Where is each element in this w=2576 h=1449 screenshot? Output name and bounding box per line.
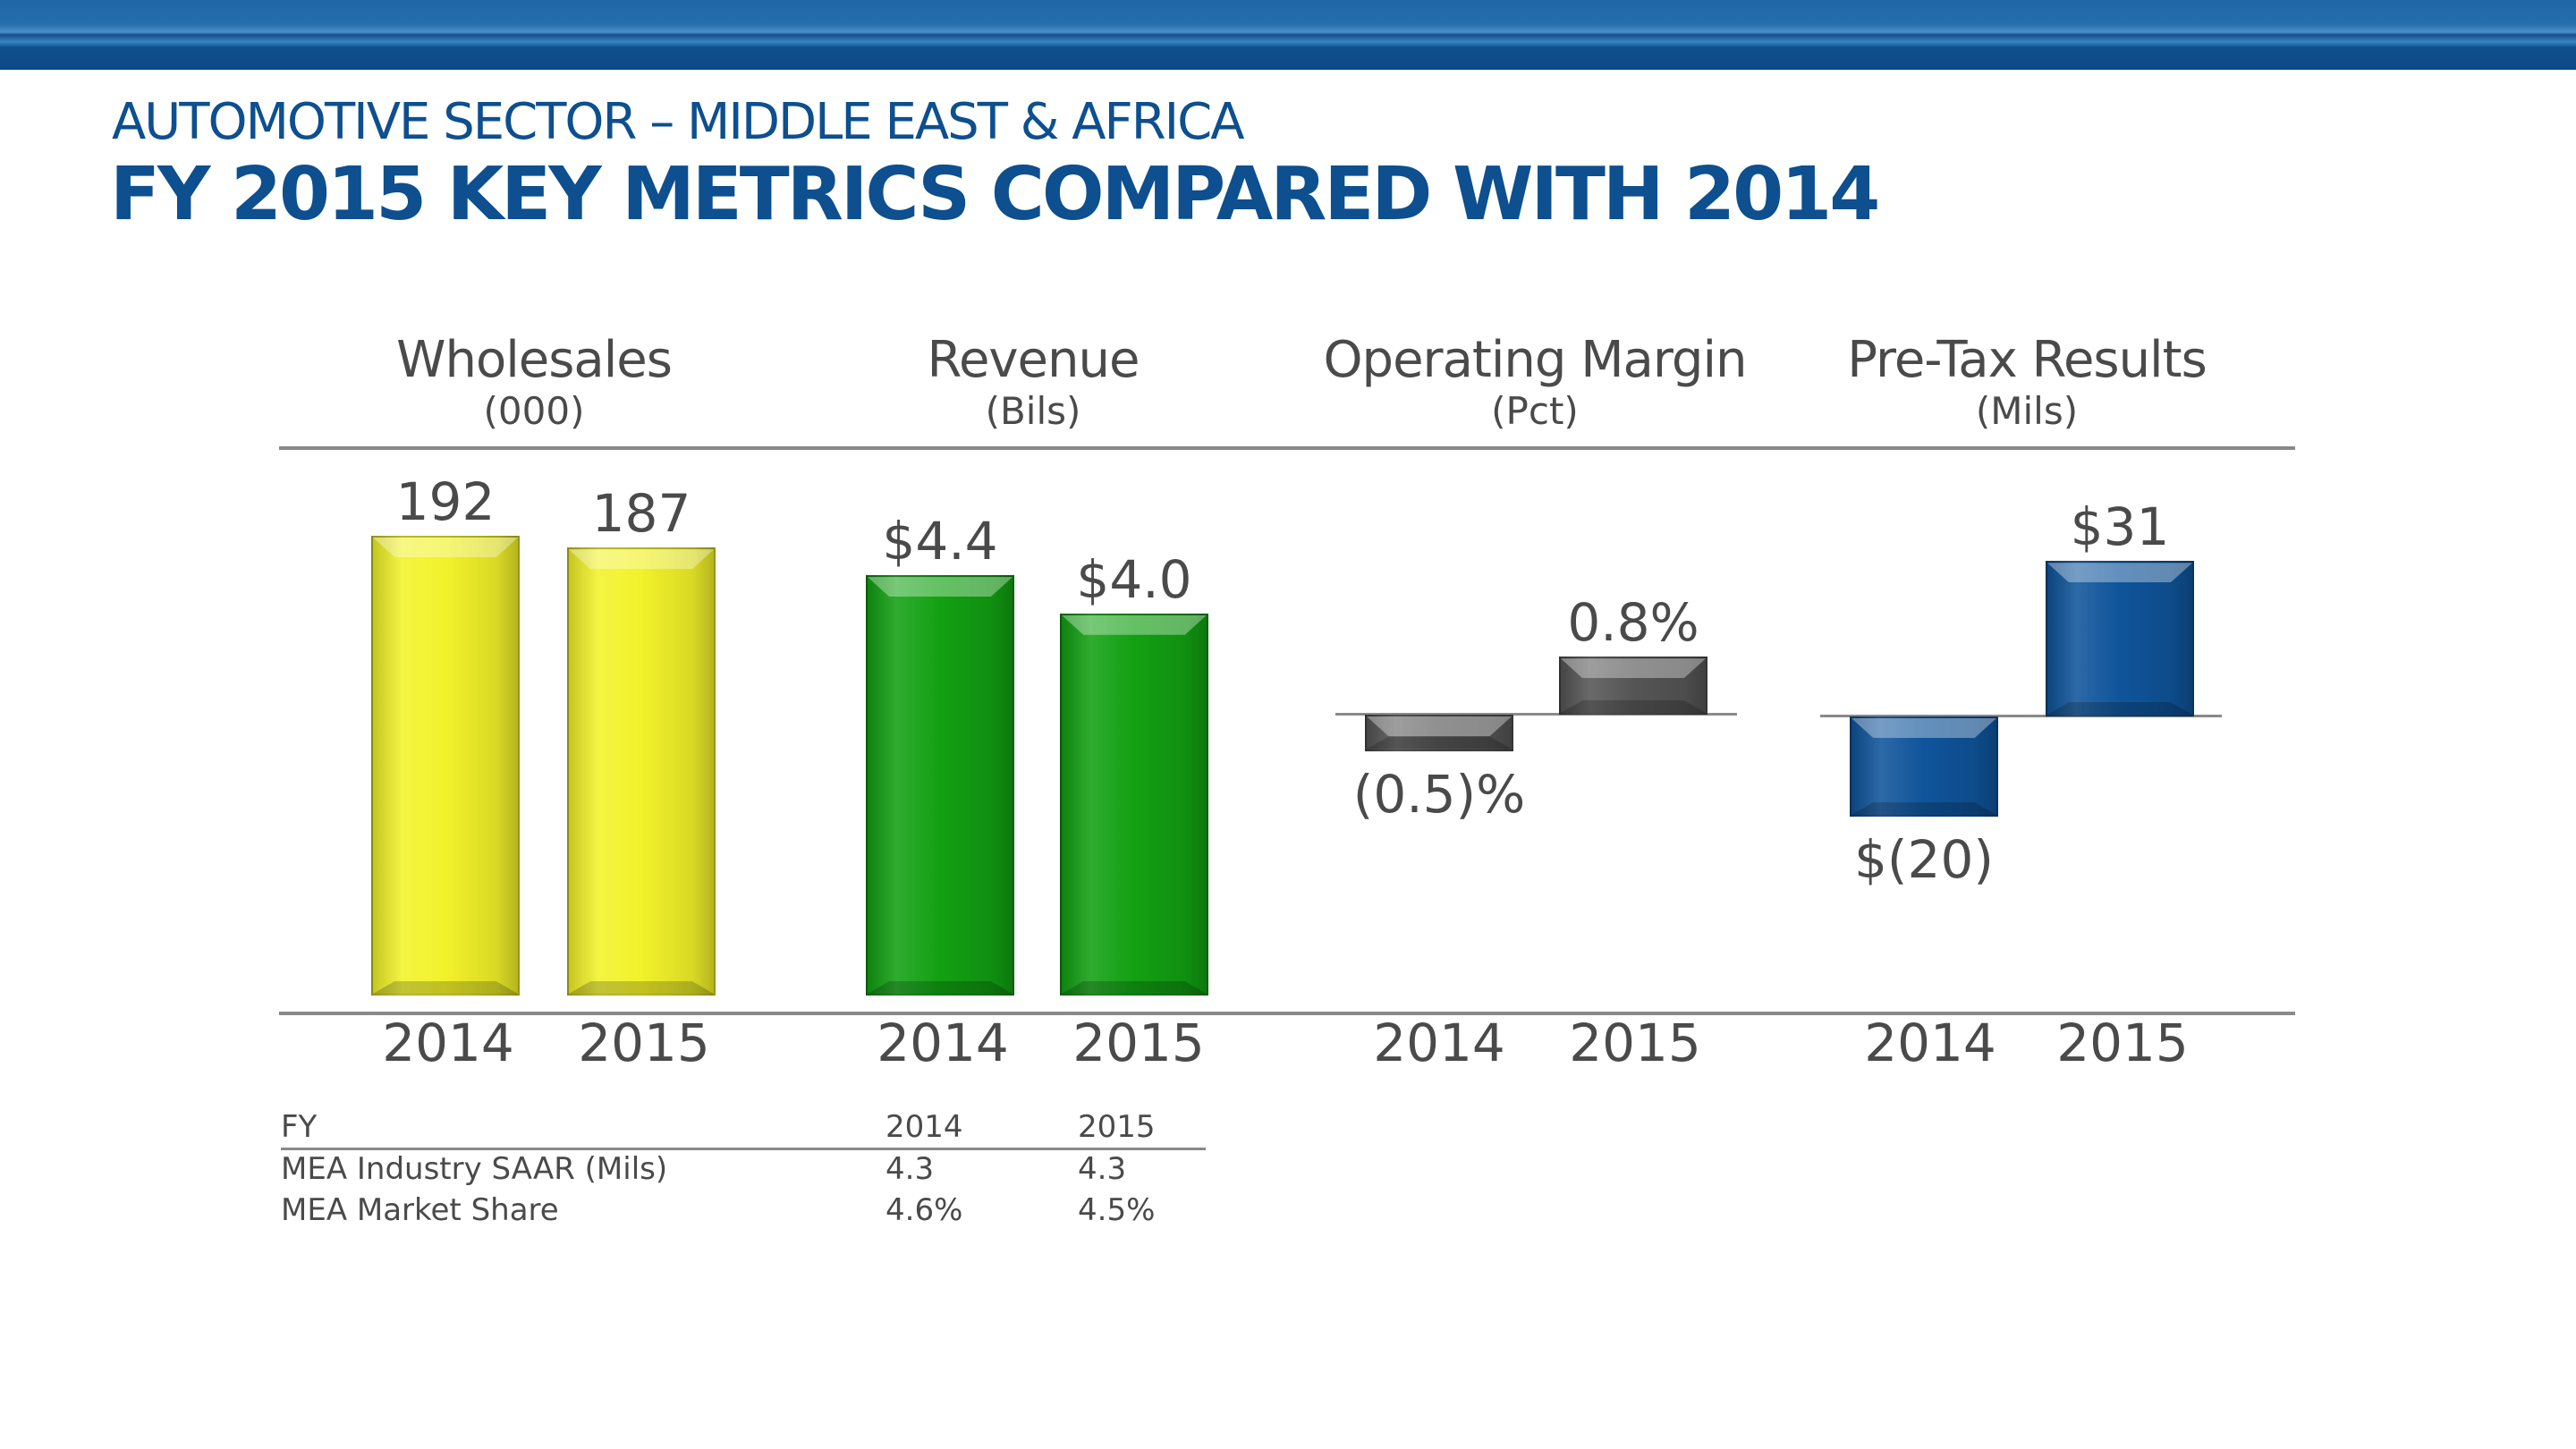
year-label: 2015 bbox=[1072, 1013, 1205, 1073]
header-banner bbox=[0, 0, 2576, 70]
panel-unit: (000) bbox=[483, 389, 585, 433]
data-label: (0.5)% bbox=[1352, 763, 1526, 825]
data-label: $4.0 bbox=[1076, 548, 1192, 610]
data-label: $31 bbox=[2070, 496, 2170, 558]
slide-title: FY 2015 KEY METRICS COMPARED WITH 2014 bbox=[110, 152, 1880, 237]
op-margin-zero-line bbox=[1335, 713, 1737, 716]
data-label: 187 bbox=[591, 483, 691, 545]
panel-title: Operating Margin bbox=[1323, 331, 1747, 389]
table-cell: 4.3 bbox=[1078, 1151, 1127, 1187]
bar-2015 bbox=[567, 547, 716, 996]
table-row-label: MEA Industry SAAR (Mils) bbox=[281, 1151, 668, 1187]
table-cell: 4.3 bbox=[886, 1151, 935, 1187]
year-label: 2014 bbox=[382, 1013, 514, 1073]
baseline-rule bbox=[279, 1012, 2295, 1015]
table-header-rule bbox=[281, 1148, 1206, 1150]
slide-subtitle: AUTOMOTIVE SECTOR – MIDDLE EAST & AFRICA bbox=[112, 93, 1245, 151]
table-header-fy: FY bbox=[281, 1109, 318, 1145]
bar-2014 bbox=[371, 536, 520, 996]
table-header-2015: 2015 bbox=[1078, 1109, 1156, 1145]
year-label: 2015 bbox=[2056, 1013, 2189, 1073]
table-header-2014: 2014 bbox=[886, 1109, 963, 1145]
bar-2015 bbox=[1060, 613, 1208, 996]
pretax-zero-line bbox=[1820, 715, 2222, 717]
bar-2015 bbox=[2046, 561, 2194, 716]
data-label: $(20) bbox=[1854, 829, 1994, 890]
panel-unit: (Bils) bbox=[985, 389, 1081, 433]
year-label: 2014 bbox=[877, 1013, 1009, 1073]
bar-2014 bbox=[866, 575, 1014, 996]
year-label: 2015 bbox=[1569, 1013, 1701, 1073]
panel-unit: (Pct) bbox=[1491, 389, 1579, 433]
bar-2015 bbox=[1559, 657, 1707, 715]
table-cell: 4.5% bbox=[1078, 1192, 1156, 1228]
table-row-label: MEA Market Share bbox=[281, 1192, 559, 1228]
panel-title: Wholesales bbox=[396, 331, 673, 389]
panel-title: Revenue bbox=[927, 331, 1140, 389]
year-label: 2015 bbox=[578, 1013, 710, 1073]
data-label: 192 bbox=[395, 471, 496, 533]
year-label: 2014 bbox=[1373, 1013, 1505, 1073]
bar-2014 bbox=[1850, 716, 1998, 817]
data-label: $4.4 bbox=[882, 511, 998, 572]
data-label: 0.8% bbox=[1567, 592, 1699, 654]
panel-unit: (Mils) bbox=[1975, 389, 2079, 433]
top-rule bbox=[279, 446, 2295, 450]
panel-title: Pre-Tax Results bbox=[1847, 331, 2207, 389]
bar-2014 bbox=[1365, 715, 1513, 751]
year-label: 2014 bbox=[1864, 1013, 1996, 1073]
table-cell: 4.6% bbox=[886, 1192, 963, 1228]
